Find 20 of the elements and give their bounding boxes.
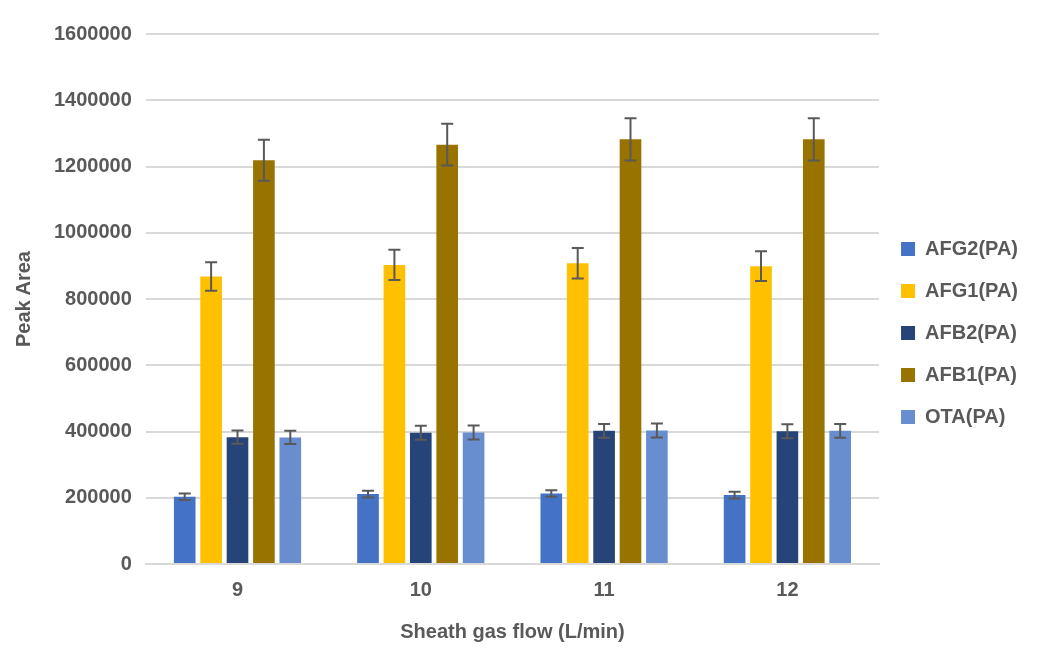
y-tick-label: 1400000 (53, 87, 132, 110)
x-tick-label: 11 (593, 577, 615, 600)
y-axis-title: Peak Area (11, 250, 34, 347)
y-tick-label: 1000000 (53, 220, 132, 243)
y-tick-label: 600000 (65, 352, 132, 375)
y-tick-label: 200000 (65, 485, 132, 508)
y-tick-label: 400000 (65, 419, 132, 442)
x-tick-label: 9 (231, 577, 244, 600)
legend-label: AFB1(PA) (925, 362, 1017, 385)
legend-label: AFB2(PA) (925, 320, 1017, 343)
legend-label: AFG1(PA) (925, 278, 1019, 301)
x-tick-label: 10 (409, 577, 432, 600)
legend-label: OTA(PA) (925, 404, 1006, 427)
y-tick-label: 800000 (65, 286, 132, 309)
y-tick-label: 0 (120, 551, 132, 574)
y-tick-label: 1200000 (53, 154, 132, 177)
x-tick-label: 12 (776, 577, 799, 600)
x-axis-title: Sheath gas flow (L/min) (400, 619, 625, 642)
legend-label: AFG2(PA) (925, 236, 1019, 259)
y-tick-label: 1600000 (53, 21, 132, 44)
